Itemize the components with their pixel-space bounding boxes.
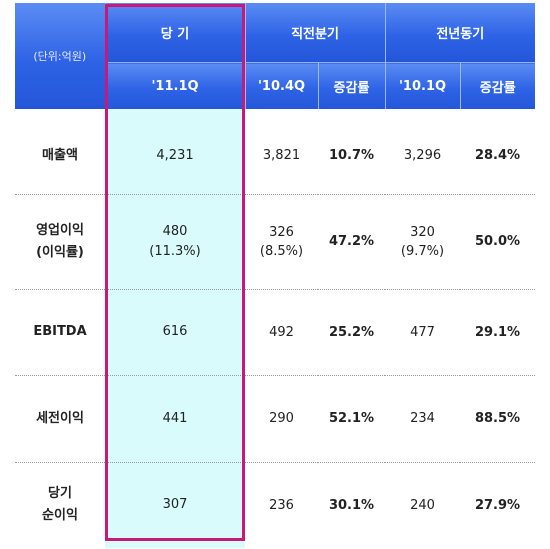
prev-quarter-value: 290 bbox=[245, 374, 318, 462]
row-label: 당기 순이익 bbox=[15, 461, 105, 548]
prev-quarter-value: 326 (8.5%) bbox=[245, 193, 318, 289]
prev-year-growth-header: 증감률 bbox=[459, 62, 535, 109]
unit-label-cell: (단위:억원) bbox=[15, 3, 105, 109]
prev-year-growth: 29.1% bbox=[460, 288, 535, 375]
table-row: EBITDA 616 492 25.2% 477 29.1% bbox=[15, 288, 535, 375]
prev-quarter-value: 236 bbox=[245, 461, 318, 548]
prev-year-value: 320 (9.7%) bbox=[385, 193, 460, 289]
current-value: 4,231 bbox=[105, 118, 245, 194]
prev-year-value: 240 bbox=[385, 461, 460, 548]
prev-quarter-growth: 30.1% bbox=[318, 461, 385, 548]
prev-quarter-growth: 25.2% bbox=[318, 288, 385, 375]
prev-quarter-growth: 52.1% bbox=[318, 374, 385, 462]
prev-year-header: 전년동기 bbox=[384, 3, 535, 63]
prev-year-period-header: '10.1Q bbox=[384, 62, 460, 109]
prev-quarter-growth: 47.2% bbox=[318, 193, 385, 289]
prev-quarter-period-header: '10.4Q bbox=[244, 62, 318, 109]
current-value: 441 bbox=[105, 374, 245, 462]
current-value: 307 bbox=[105, 461, 245, 548]
prev-year-growth: 50.0% bbox=[460, 193, 535, 289]
table-row: 세전이익 441 290 52.1% 234 88.5% bbox=[15, 374, 535, 462]
current-period-subheader: '11.1Q bbox=[104, 62, 245, 109]
row-label: 세전이익 bbox=[15, 374, 105, 462]
prev-quarter-header: 직전분기 bbox=[244, 3, 385, 63]
prev-year-value: 234 bbox=[385, 374, 460, 462]
current-value: 616 bbox=[105, 288, 245, 375]
current-period-header: 당 기 bbox=[104, 3, 245, 63]
prev-year-value: 477 bbox=[385, 288, 460, 375]
prev-quarter-value: 3,821 bbox=[262, 148, 301, 164]
prev-year-value: 3,296 bbox=[403, 148, 442, 164]
table-row: 영업이익 (이익률) 480 (11.3%) 326 (8.5%) 47.2% 320… bbox=[15, 193, 535, 289]
prev-year-growth: 28.4% bbox=[474, 148, 521, 164]
table-row: 매출액 4,231 3,821 10.7% 3,296 28.4% bbox=[15, 118, 535, 194]
prev-quarter-value: 492 bbox=[245, 288, 318, 375]
unit-label: (단위:억원) bbox=[33, 50, 87, 63]
prev-year-growth: 88.5% bbox=[460, 374, 535, 462]
financial-summary-table: (단위:억원) 당 기 직전분기 전년동기 '11.1Q '10.4Q 증감률 … bbox=[15, 3, 535, 548]
prev-quarter-growth: 10.7% bbox=[328, 148, 375, 164]
prev-quarter-growth-header: 증감률 bbox=[317, 62, 385, 109]
row-label: 영업이익 (이익률) bbox=[15, 193, 105, 289]
current-value: 480 (11.3%) bbox=[105, 193, 245, 289]
row-label: 매출액 bbox=[42, 147, 78, 163]
row-label: EBITDA bbox=[15, 288, 105, 375]
prev-year-growth: 27.9% bbox=[460, 461, 535, 548]
table-row: 당기 순이익 307 236 30.1% 240 27.9% bbox=[15, 461, 535, 548]
